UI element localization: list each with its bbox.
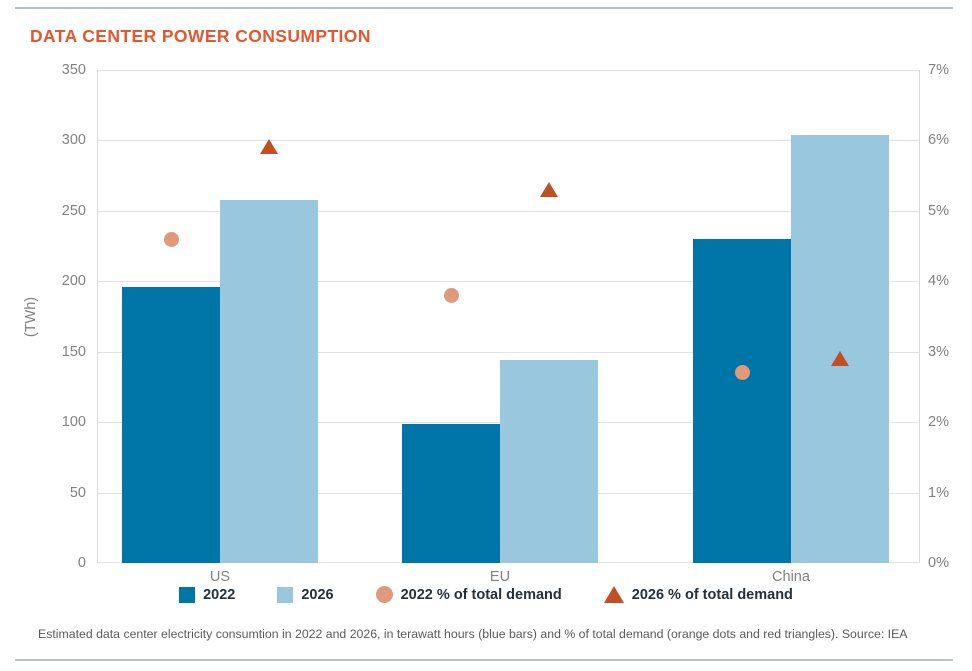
legend-label-2026: 2026 <box>301 586 334 603</box>
y-axis-right-tick: 7% <box>928 62 949 78</box>
y-axis-left-tick: 100 <box>61 414 86 430</box>
marker-triangle-2026-pct-china <box>831 351 849 366</box>
gridline <box>98 281 919 282</box>
bar-2026-eu <box>500 360 598 563</box>
x-axis-category-label: EU <box>489 569 511 585</box>
bar-2026-us <box>220 200 318 563</box>
bar-2026-china <box>791 135 889 563</box>
bar-2022-eu <box>402 424 500 563</box>
y-axis-left-tick: 300 <box>61 132 86 148</box>
y-axis-left-tick: 350 <box>61 62 86 78</box>
chart-footnote: Estimated data center electricity consum… <box>38 627 908 641</box>
x-axis-category-label: China <box>772 569 810 585</box>
marker-dot-2022-pct-us <box>164 232 179 247</box>
marker-triangle-2026-pct-us <box>260 139 278 154</box>
y-axis-left-tick: 50 <box>69 485 86 501</box>
y-axis-left-tick: 150 <box>61 344 86 360</box>
legend-label-2022: 2022 <box>203 586 236 603</box>
y-axis-right-tick: 3% <box>928 344 949 360</box>
y-axis-left-tick: 250 <box>61 203 86 219</box>
plot-area: 350 7% 300 6% 250 5% 200 4% 150 3% 100 2% 50 1% 0 0% US E… <box>62 62 949 585</box>
legend-circle-icon <box>375 586 393 603</box>
gridline <box>98 211 919 212</box>
legend-item-2026: 2026 <box>277 586 334 603</box>
bar-2022-china <box>693 239 791 563</box>
y-axis-right-tick: 1% <box>928 485 949 501</box>
legend-item-2022: 2022 <box>179 586 236 603</box>
y-axis-left-tick: 200 <box>61 273 86 289</box>
legend-item-2026-pct: 2026 % of total demand <box>603 586 793 603</box>
x-axis-category-label: US <box>209 569 231 585</box>
y-axis-right-tick: 0% <box>928 555 949 571</box>
marker-dot-2022-pct-china <box>735 365 750 380</box>
y-axis-left-tick: 0 <box>77 555 86 571</box>
y-axis-right-tick: 6% <box>928 132 949 148</box>
bottom-divider <box>15 659 953 661</box>
legend-swatch-2022-icon <box>179 586 196 603</box>
legend-triangle-icon <box>603 586 624 603</box>
legend-label-2026-pct: 2026 % of total demand <box>631 586 793 603</box>
legend-label-2022-pct: 2022 % of total demand <box>400 586 562 603</box>
gridline <box>98 70 919 71</box>
y-axis-right-tick: 4% <box>928 273 949 289</box>
chart-legend: 2022 2026 2022 % of total demand 2026 % … <box>0 586 972 603</box>
chart-title: DATA CENTER POWER CONSUMPTION <box>30 26 371 46</box>
y-axis-right-tick: 2% <box>928 414 949 430</box>
gridline <box>98 352 919 353</box>
gridline <box>98 140 919 141</box>
top-divider <box>15 7 953 9</box>
y-axis-right-tick: 5% <box>928 203 949 219</box>
marker-triangle-2026-pct-eu <box>540 182 558 197</box>
bar-2022-us <box>122 287 220 563</box>
marker-dot-2022-pct-eu <box>444 288 459 303</box>
legend-swatch-2026-icon <box>277 586 294 603</box>
legend-item-2022-pct: 2022 % of total demand <box>375 586 562 603</box>
